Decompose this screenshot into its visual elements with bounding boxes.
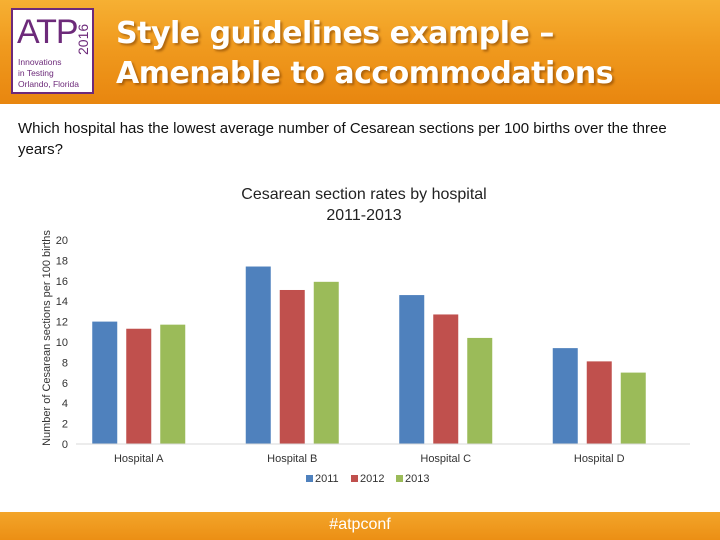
logo-tagline-line2: in Testing: [18, 68, 54, 78]
y-tick-label: 8: [62, 357, 68, 369]
slide-title: Style guidelines example – Amenable to a…: [116, 14, 706, 94]
bar-2011-hospital-a: [92, 321, 118, 444]
y-tick-label: 2: [62, 419, 68, 431]
bar-2013-hospital-c: [467, 337, 493, 444]
y-axis-label: Number of Cesarean sections per 100 birt…: [41, 230, 53, 446]
y-tick-label: 18: [56, 255, 68, 267]
legend-swatch-2012: [351, 475, 358, 482]
footer-hashtag: #atpconf: [329, 516, 391, 533]
y-tick-label: 12: [56, 317, 68, 329]
header-banner: ATP 2016 Innovations in Testing Orlando,…: [0, 0, 720, 104]
bar-2012-hospital-d: [586, 361, 612, 444]
slide-title-line1: Style guidelines example –: [116, 16, 554, 51]
y-tick-label: 10: [56, 337, 68, 349]
logo-tagline-line3: Orlando, Florida: [18, 79, 79, 89]
x-tick-label: Hospital A: [114, 453, 164, 465]
bar-2011-hospital-c: [399, 295, 425, 444]
slide-title-line2: Amenable to accommodations: [116, 56, 614, 91]
bar-2012-hospital-a: [126, 328, 152, 444]
chart-legend: 2011 2012 2013: [306, 473, 429, 485]
footer-banner: #atpconf: [0, 512, 720, 540]
atp-logo: ATP 2016 Innovations in Testing Orlando,…: [11, 8, 94, 94]
bar-2013-hospital-a: [160, 324, 186, 444]
logo-year: 2016: [75, 23, 91, 55]
legend-swatch-2011: [306, 475, 313, 482]
bar-2011-hospital-d: [552, 348, 578, 444]
y-tick-label: 6: [62, 378, 68, 390]
y-axis-ticks: 0 2 4 6 8 10 12 14 16 18 20: [56, 235, 68, 451]
y-tick-label: 0: [62, 439, 68, 451]
logo-tagline: Innovations in Testing Orlando, Florida: [18, 57, 79, 90]
chart-title-line2: 2011-2013: [326, 207, 401, 224]
bar-2012-hospital-b: [279, 289, 305, 444]
bar-2011-hospital-b: [245, 266, 271, 444]
logo-tagline-line1: Innovations: [18, 57, 62, 67]
legend-label: 2013: [405, 473, 429, 485]
legend-swatch-2013: [396, 475, 403, 482]
bar-chart: Cesarean section rates by hospital 2011-…: [41, 186, 690, 485]
chart-title-line1: Cesarean section rates by hospital: [241, 186, 486, 203]
y-tick-label: 4: [62, 398, 68, 410]
bar-2013-hospital-b: [313, 281, 339, 444]
bars: [92, 266, 646, 444]
y-tick-label: 16: [56, 276, 68, 288]
bar-2013-hospital-d: [620, 372, 646, 444]
y-tick-label: 14: [56, 296, 68, 308]
legend-label: 2011: [315, 473, 339, 485]
logo-text: ATP: [17, 13, 79, 51]
question-text: Which hospital has the lowest average nu…: [18, 120, 667, 158]
x-tick-label: Hospital D: [574, 453, 625, 465]
y-tick-label: 20: [56, 235, 68, 247]
x-tick-label: Hospital C: [420, 453, 471, 465]
bar-2012-hospital-c: [433, 314, 459, 444]
x-axis-labels: Hospital A Hospital B Hospital C Hospital D: [114, 453, 625, 465]
legend-label: 2012: [360, 473, 384, 485]
x-tick-label: Hospital B: [267, 453, 317, 465]
